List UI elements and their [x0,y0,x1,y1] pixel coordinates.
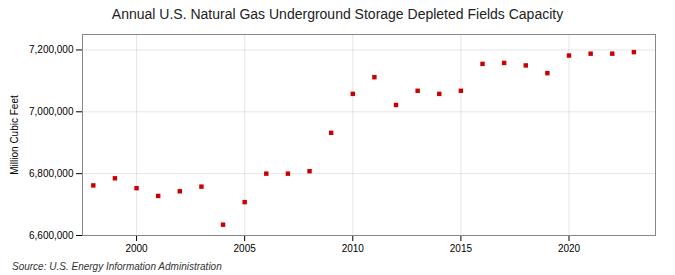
html-text:Source: U.S. Energy Informatio: Source: U.S. Energy Information Administ… [12,261,222,272]
svg-text:2020: 2020 [558,243,581,254]
svg-text:Million Cubic Feet: Million Cubic Feet [9,95,20,175]
svg-text:6,600,000: 6,600,000 [29,230,74,241]
svg-text:2005: 2005 [234,243,257,254]
svg-text:7,200,000: 7,200,000 [29,44,74,55]
svg-text:7,000,000: 7,000,000 [29,106,74,117]
html-text:Annual U.S. Natural Gas Underg: Annual U.S. Natural Gas Underground Stor… [111,6,564,22]
svg-text:6,800,000: 6,800,000 [29,168,74,179]
svg-text:2000: 2000 [125,243,148,254]
svg-text:2015: 2015 [450,243,473,254]
svg-text:2010: 2010 [342,243,365,254]
